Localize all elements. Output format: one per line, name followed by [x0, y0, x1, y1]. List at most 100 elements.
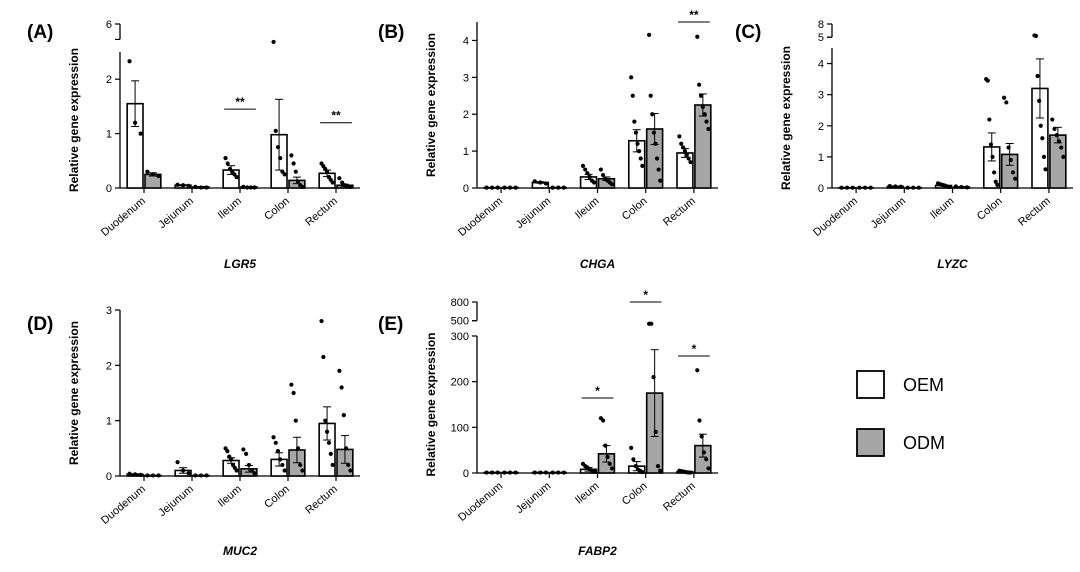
data-point — [151, 172, 155, 176]
data-point — [585, 171, 589, 175]
data-point — [562, 470, 566, 474]
data-point — [1059, 145, 1063, 149]
data-point — [337, 369, 341, 373]
data-point — [869, 186, 873, 190]
data-point — [544, 470, 548, 474]
data-point — [649, 94, 653, 98]
data-point — [323, 419, 327, 423]
data-point — [601, 173, 605, 177]
y-tick-label: 0 — [463, 183, 469, 195]
data-point — [139, 473, 143, 477]
data-point — [652, 131, 656, 135]
gene-label: LGR5 — [224, 257, 256, 271]
data-point — [695, 368, 699, 372]
data-point — [127, 472, 131, 476]
data-point — [300, 185, 304, 189]
data-point — [706, 127, 710, 131]
x-tick-label: Duodenum — [99, 483, 148, 527]
data-point — [199, 473, 203, 477]
data-point — [551, 470, 555, 474]
data-point — [655, 156, 659, 160]
data-point — [610, 182, 614, 186]
data-point — [657, 167, 661, 171]
data-point — [658, 179, 662, 183]
data-point — [857, 186, 861, 190]
data-point — [226, 161, 230, 165]
data-point — [533, 179, 537, 183]
data-point — [1055, 133, 1059, 137]
data-point — [647, 33, 651, 37]
data-point — [538, 470, 542, 474]
data-point — [651, 375, 655, 379]
significance-label: * — [692, 342, 697, 356]
data-point — [252, 471, 256, 475]
data-point — [681, 145, 685, 149]
data-point — [899, 185, 903, 189]
data-point — [959, 185, 963, 189]
y-tick-label: 0 — [818, 183, 824, 195]
y-axis-title: Relative gene expression — [67, 48, 81, 192]
data-point — [634, 131, 638, 135]
data-point — [151, 473, 155, 477]
x-tick-label: Ileum — [216, 483, 244, 509]
significance-label: ** — [689, 8, 699, 22]
y-tick-label: 1 — [106, 129, 112, 141]
data-point — [965, 185, 969, 189]
y-tick-label: 0 — [106, 183, 112, 195]
x-tick-label: Rectum — [661, 480, 698, 514]
data-point — [187, 184, 191, 188]
data-point — [331, 180, 335, 184]
data-point — [145, 473, 149, 477]
data-point — [653, 142, 657, 146]
data-point — [538, 180, 542, 184]
data-point — [348, 185, 352, 189]
data-point — [225, 449, 229, 453]
y-break-tick-label: 800 — [451, 297, 469, 309]
data-point — [321, 355, 325, 359]
data-point — [704, 457, 708, 461]
data-point — [276, 449, 280, 453]
y-break-tick-label: 6 — [106, 19, 112, 31]
data-point — [706, 466, 710, 470]
data-point — [346, 463, 350, 467]
data-point — [223, 156, 227, 160]
data-point — [127, 59, 131, 63]
data-point — [193, 473, 197, 477]
data-point — [701, 105, 705, 109]
data-point — [1057, 139, 1061, 143]
y-tick-label: 200 — [451, 377, 469, 389]
data-point — [989, 142, 993, 146]
data-point — [274, 129, 278, 133]
data-point — [508, 470, 512, 474]
data-point — [496, 470, 500, 474]
data-point — [986, 79, 990, 83]
data-point — [917, 186, 921, 190]
y-tick-label: 2 — [818, 121, 824, 133]
data-point — [193, 185, 197, 189]
gene-label: MUC2 — [223, 544, 257, 558]
data-point — [544, 181, 548, 185]
data-point — [235, 175, 239, 179]
data-point — [271, 40, 275, 44]
y-break-tick-label: 5 — [818, 32, 824, 44]
data-point — [249, 185, 253, 189]
data-point — [344, 446, 348, 450]
data-point — [490, 470, 494, 474]
data-point — [156, 174, 160, 178]
data-point — [683, 149, 687, 153]
data-point — [1039, 124, 1043, 128]
panel-label: (C) — [735, 22, 761, 43]
data-point — [484, 186, 488, 190]
data-point — [687, 156, 691, 160]
data-point — [635, 142, 639, 146]
data-point — [699, 94, 703, 98]
y-tick-label: 2 — [106, 360, 112, 372]
data-point — [274, 441, 278, 445]
data-point — [592, 470, 596, 474]
data-point — [1013, 177, 1017, 181]
data-point — [1006, 145, 1010, 149]
x-tick-label: Rectum — [303, 483, 340, 517]
data-point — [1052, 127, 1056, 131]
